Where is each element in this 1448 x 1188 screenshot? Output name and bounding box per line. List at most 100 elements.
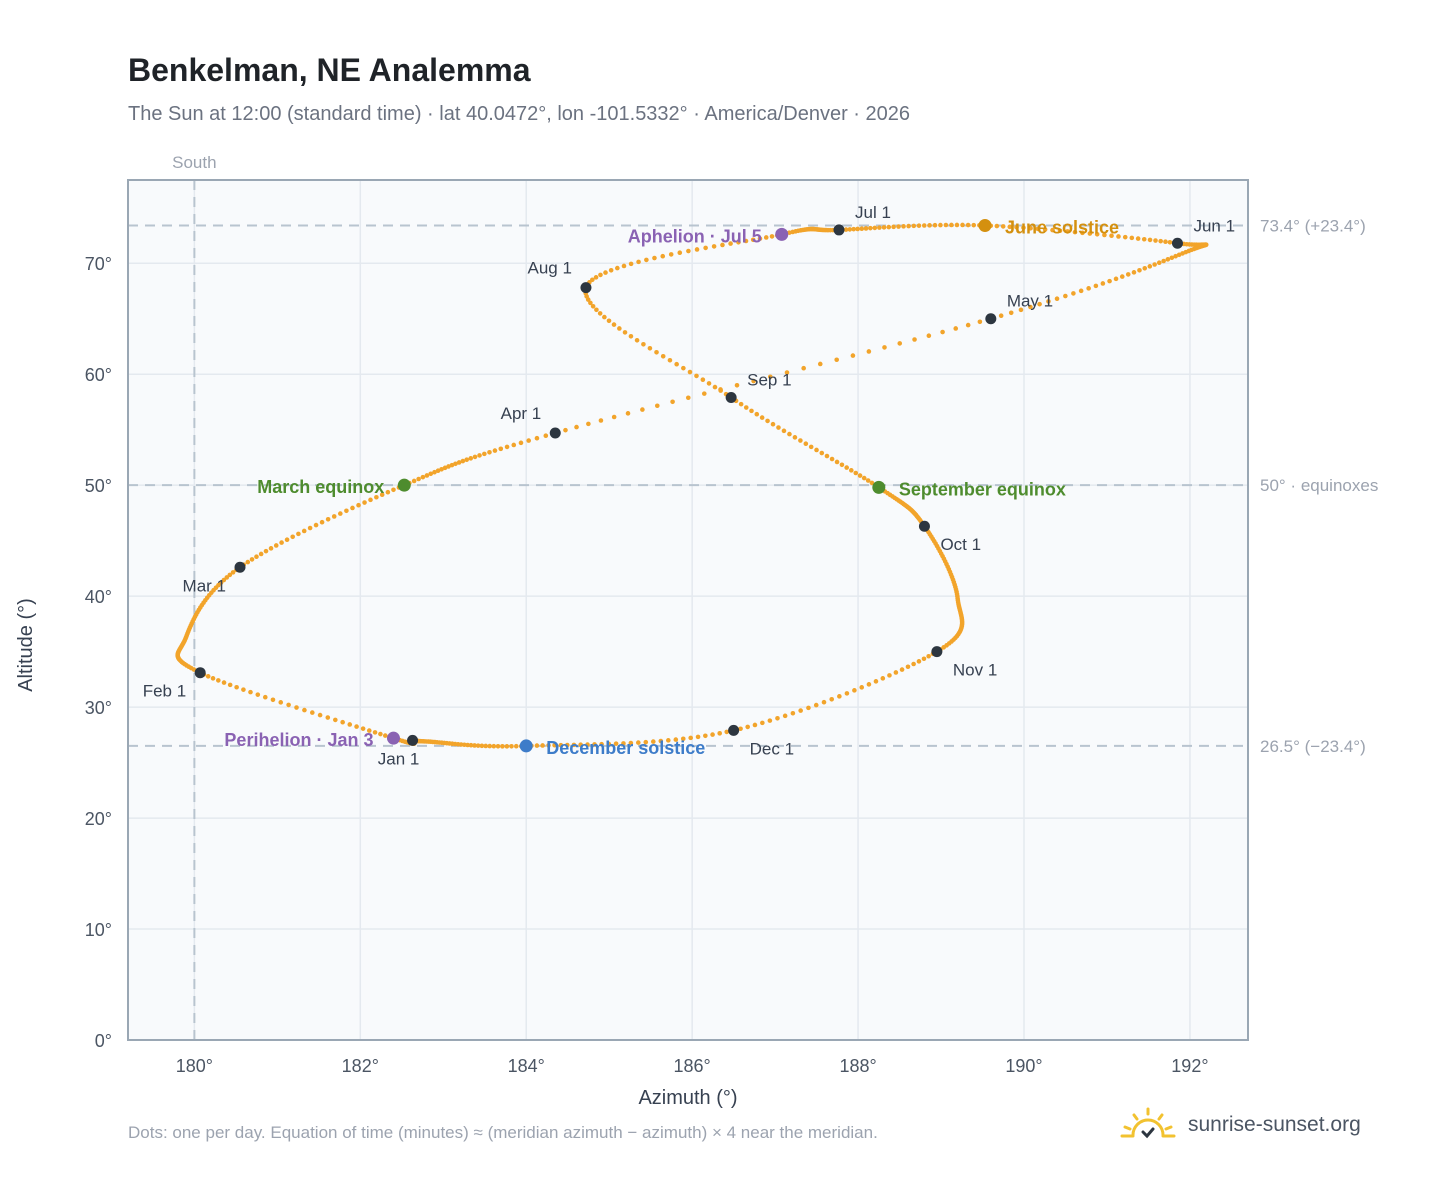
daily-dot [738, 401, 744, 407]
daily-dot [965, 222, 971, 228]
daily-dot [621, 741, 626, 746]
daily-dot [270, 697, 276, 703]
daily-dot [940, 329, 945, 335]
daily-dot [1071, 291, 1076, 296]
daily-dot [938, 222, 943, 228]
daily-dot [301, 528, 307, 534]
daily-dot [340, 719, 345, 725]
daily-dot [424, 473, 430, 478]
month-marker [549, 427, 561, 439]
daily-dot [814, 447, 819, 453]
daily-dot [767, 374, 773, 380]
daily-dot [660, 353, 666, 359]
daily-dot [1037, 301, 1042, 307]
daily-dot [420, 474, 426, 480]
daily-dot [628, 261, 634, 267]
daily-dot [694, 373, 699, 379]
daily-dot [534, 743, 540, 748]
plot-frame [127, 179, 1249, 1041]
month-marker [194, 667, 206, 679]
daily-dot [1158, 238, 1163, 244]
daily-dot [540, 743, 545, 748]
daily-dot [356, 502, 361, 508]
daily-dot [852, 688, 857, 693]
daily-dot [258, 551, 264, 557]
daily-dot [262, 694, 268, 700]
daily-dot [687, 369, 693, 375]
daily-dot [673, 737, 679, 742]
daily-dot [603, 270, 608, 275]
daily-dot [688, 735, 693, 741]
brand-name[interactable]: sunrise-sunset.org [1188, 1113, 1361, 1136]
daily-dot [615, 265, 620, 271]
daily-dot [210, 676, 216, 681]
daily-dot [897, 341, 903, 346]
daily-dot [374, 494, 379, 500]
daily-dot [843, 227, 849, 232]
daily-dot [477, 453, 482, 458]
reference-label: 73.4° (+23.4°) [1260, 216, 1366, 235]
daily-dot [644, 257, 649, 263]
daily-dot [1035, 226, 1041, 232]
daily-dot [518, 440, 524, 446]
event-label: March equinox [257, 477, 384, 497]
x-tick-label: 182° [342, 1056, 379, 1076]
daily-dot [743, 405, 749, 410]
daily-dot [608, 268, 614, 273]
daily-dot [868, 225, 873, 231]
daily-dot [1167, 239, 1173, 245]
daily-dot [574, 424, 579, 430]
daily-dot [767, 718, 773, 723]
daily-dot [382, 733, 388, 738]
daily-dot [227, 682, 233, 688]
daily-dot [787, 431, 792, 437]
daily-dot [674, 361, 679, 367]
daily-dot [472, 743, 477, 748]
daily-dot [331, 514, 337, 519]
event-label: June solstice [1005, 217, 1119, 237]
month-markers: Jan 1 Feb 1 Mar 1 Apr 1 May 1 Jun 1 Jul 1 Aug 1… [143, 203, 1235, 768]
reference-label: 26.5° (−23.4°) [1260, 737, 1366, 756]
daily-dot [278, 700, 284, 705]
daily-dot [734, 382, 740, 388]
daily-dot [837, 694, 842, 699]
daily-dot [736, 239, 741, 245]
daily-dot [241, 687, 246, 692]
daily-dot [227, 572, 233, 578]
daily-dot [901, 224, 906, 229]
chart-title: Benkelman, NE Analemma [128, 52, 531, 88]
daily-dot [483, 743, 489, 749]
daily-dot [781, 428, 787, 434]
daily-dot [302, 707, 307, 713]
daily-dot [750, 237, 756, 243]
daily-dot [1153, 238, 1158, 243]
daily-dot [728, 241, 733, 246]
daily-dot [511, 442, 517, 448]
daily-dot [1116, 234, 1121, 239]
daily-dot [248, 689, 253, 695]
daily-dot [552, 742, 557, 748]
month-label: Oct 1 [940, 535, 981, 554]
y-tick-label: 50° [85, 476, 112, 496]
daily-dot [585, 742, 590, 747]
daily-dot [1131, 270, 1137, 275]
daily-dot [782, 713, 788, 719]
daily-dot [442, 465, 448, 471]
footnote: Dots: one per day. Equation of time (min… [128, 1123, 878, 1142]
month-marker [725, 391, 737, 403]
daily-dot [724, 729, 730, 735]
daily-dot [221, 680, 227, 685]
daily-dot [926, 333, 932, 339]
daily-dot [685, 395, 691, 401]
daily-dot [504, 444, 510, 450]
brand[interactable]: sunrise-sunset.org [1120, 1100, 1361, 1150]
daily-dot [391, 487, 396, 493]
daily-dot [362, 500, 367, 505]
analemma-curve [175, 222, 1209, 749]
daily-dot [492, 448, 498, 453]
daily-dot [428, 471, 434, 477]
daily-dot [1173, 253, 1178, 259]
daily-dot [949, 222, 954, 228]
daily-dot [546, 743, 551, 748]
x-tick-label: 186° [674, 1056, 711, 1076]
